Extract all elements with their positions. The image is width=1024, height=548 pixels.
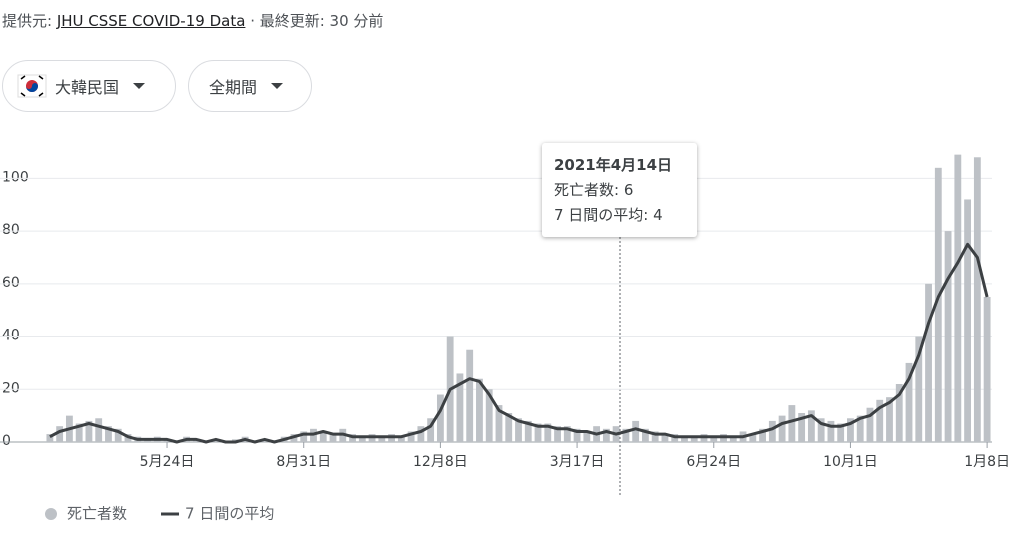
bar — [768, 420, 776, 442]
bar — [505, 413, 513, 442]
bar — [759, 428, 766, 442]
bar — [573, 428, 581, 442]
bar — [358, 436, 366, 442]
bar — [642, 428, 649, 442]
bar — [827, 420, 835, 442]
bar — [925, 283, 932, 442]
bar — [329, 434, 337, 442]
bar — [583, 431, 591, 442]
bar — [397, 436, 405, 442]
bar — [407, 431, 415, 442]
flag — [17, 74, 47, 98]
bar — [300, 431, 308, 442]
bar — [378, 436, 386, 442]
bar — [681, 436, 688, 442]
bar — [495, 405, 503, 442]
bar — [602, 428, 610, 442]
bar — [544, 423, 552, 442]
bar — [973, 157, 981, 443]
source-label: 提供元: — [2, 12, 53, 30]
bar — [934, 167, 942, 442]
y-tick-label: 20 — [2, 380, 20, 396]
bar — [710, 436, 718, 442]
bar — [563, 426, 571, 442]
bar — [895, 384, 903, 442]
tooltip-line: 死亡者数: 6 — [554, 181, 634, 199]
bar — [554, 426, 561, 442]
bar — [954, 154, 962, 443]
bar — [983, 297, 991, 442]
y-tick-label: 0 — [2, 433, 11, 449]
tooltip-line: 7 日間の平均: 4 — [554, 206, 663, 224]
bar — [944, 231, 952, 442]
bar — [788, 405, 796, 442]
legend-label: 7 日間の平均 — [185, 505, 274, 523]
bar — [75, 423, 83, 442]
bar — [729, 436, 737, 442]
bar — [817, 418, 825, 442]
legend-label: 死亡者数 — [67, 505, 127, 523]
bar — [95, 418, 103, 442]
average-line — [49, 242, 989, 444]
bar — [886, 397, 893, 442]
bar — [847, 418, 854, 442]
bar — [778, 415, 786, 442]
bar — [114, 428, 122, 442]
bar — [466, 349, 474, 442]
bar — [485, 389, 493, 442]
bar — [417, 426, 425, 442]
source-link[interactable]: JHU CSSE COVID-19 Data — [56, 12, 246, 30]
y-tick-label: 80 — [2, 222, 20, 238]
bar — [798, 413, 806, 442]
bar — [622, 428, 630, 442]
y-tick-label: 100 — [2, 169, 29, 185]
tooltip: 2021年4月14日 死亡者数: 6 7 日間の平均: 4 — [542, 143, 697, 237]
bar — [534, 423, 542, 442]
x-tick-label: 1月8日 — [964, 454, 1010, 470]
x-tick-label: 6月24日 — [686, 454, 741, 470]
bar — [915, 336, 923, 442]
updated: · 最終更新: 30 分前 — [250, 12, 384, 30]
bar — [56, 426, 64, 442]
bar — [436, 394, 444, 442]
header: 提供元: JHU CSSE COVID-19 Data · 最終更新: 30 分… — [2, 10, 383, 31]
x-tick-label: 5月24日 — [140, 454, 195, 470]
period-label: 全期間 — [209, 78, 258, 97]
x-tick-label: 3月17日 — [550, 454, 605, 470]
y-tick-label: 40 — [2, 328, 20, 344]
region-label: 大韓民国 — [55, 78, 120, 97]
period-dropdown[interactable]: 全期間 — [188, 60, 312, 112]
bar — [46, 434, 54, 442]
bar — [690, 436, 698, 442]
bar — [524, 420, 532, 442]
region-dropdown[interactable]: 大韓民国 — [2, 60, 176, 112]
tooltip-title: 2021年4月14日 — [554, 156, 673, 174]
x-tick-label: 8月31日 — [276, 454, 331, 470]
bar — [905, 362, 913, 442]
bar — [515, 418, 522, 442]
bar — [749, 434, 757, 442]
legend-swatch — [45, 508, 57, 520]
bar — [837, 423, 845, 442]
x-tick-label: 10月1日 — [823, 454, 878, 470]
bar — [876, 399, 884, 442]
bar — [651, 431, 659, 442]
bar — [632, 420, 640, 442]
bar — [456, 373, 464, 442]
bar — [866, 407, 874, 442]
bar — [319, 431, 327, 442]
bar — [807, 410, 815, 442]
bar — [856, 415, 864, 442]
bar — [85, 420, 93, 442]
bar — [661, 434, 669, 442]
bar — [964, 199, 972, 442]
bar — [476, 378, 483, 442]
bar — [105, 426, 112, 442]
bar — [427, 418, 435, 442]
x-tick-label: 12月8日 — [413, 454, 468, 470]
y-tick-label: 60 — [2, 275, 20, 291]
